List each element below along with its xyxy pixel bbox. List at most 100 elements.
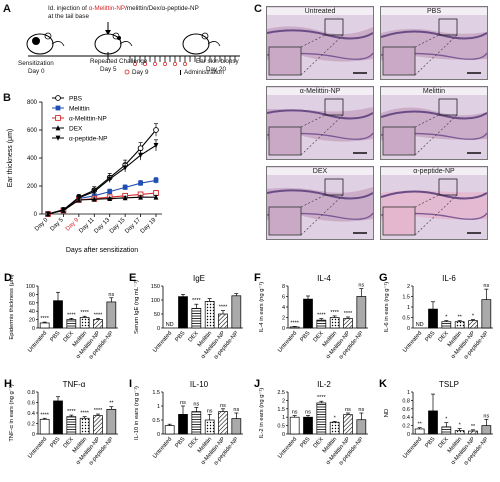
tissue-image <box>267 87 373 159</box>
administration-marker <box>133 62 137 66</box>
category-label: Untreated <box>152 330 173 353</box>
x-tick-label: Day 13 <box>93 217 111 235</box>
administration-marker <box>183 62 187 66</box>
significance-label: * <box>445 417 448 423</box>
y-tick-label: 60 <box>29 301 35 307</box>
y-axis-label: IL-6 in ears (ng g⁻¹) <box>384 282 390 333</box>
bar <box>53 400 63 435</box>
y-tick-label: 600 <box>27 128 38 134</box>
y-tick-label: 0.5 <box>277 424 285 430</box>
y-tick-label: 1.5 <box>152 390 160 396</box>
data-point <box>76 195 82 201</box>
bar <box>356 296 367 329</box>
administration-marker <box>163 62 167 66</box>
legend-entry: α-peptide-NP <box>52 136 107 143</box>
day0-label: Day 0 <box>28 68 45 75</box>
panel-label: G <box>379 272 388 284</box>
significance-label: **** <box>94 312 103 318</box>
y-tick-label: 8 <box>282 284 285 290</box>
legend-entry: PBS <box>52 95 83 103</box>
y-tick-label: 2 <box>282 398 285 404</box>
y-tick-label: 80 <box>29 292 35 298</box>
administration-marker <box>153 62 157 66</box>
y-tick-label: 1 <box>282 415 285 421</box>
data-point <box>107 189 113 194</box>
data-point <box>55 115 61 121</box>
x-tick-label: Day 0 <box>34 217 50 233</box>
legend-entry: DEX <box>52 125 83 133</box>
legend-entry: Melittin <box>52 106 90 113</box>
significance-label: **** <box>192 298 201 304</box>
bar <box>468 430 478 435</box>
bar <box>79 317 90 329</box>
bar <box>53 300 63 329</box>
bar <box>454 430 465 435</box>
panel-label: J <box>254 378 260 390</box>
bar <box>178 296 188 329</box>
legend-label: PBS <box>69 96 83 103</box>
bar <box>218 313 228 329</box>
significance-label: ** <box>471 424 476 430</box>
panel-label: E <box>129 272 136 284</box>
data-point <box>91 196 97 202</box>
category-label: Untreated <box>277 330 298 353</box>
bar <box>39 418 50 435</box>
bar <box>231 295 242 329</box>
significance-label: ns <box>292 410 298 416</box>
significance-label: **** <box>219 305 228 311</box>
y-tick-label: 2.5 <box>277 390 285 396</box>
biopsy-label: Ear skin biopsy <box>196 58 239 65</box>
category-label: PBS <box>174 436 186 449</box>
bar <box>93 415 103 435</box>
series-line <box>47 196 156 215</box>
x-tick-label: Day 19 <box>140 217 158 235</box>
data-point <box>138 194 143 200</box>
bar <box>218 411 228 435</box>
y-tick-label: 0.4 <box>27 411 35 417</box>
chart-title: IgE <box>193 274 205 283</box>
experimental-scheme: Id. injection of α-Melittin-NP/melittin/… <box>0 0 250 82</box>
nd-label: ND <box>166 322 174 328</box>
y-tick-label: 0 <box>157 432 160 438</box>
y-tick-label: 0 <box>407 432 410 438</box>
category-label: PBS <box>299 436 311 449</box>
bar-chart-j: J IL-2 0 0.5 1 1.5 2 2.5 IL-2 in ears (ng g⁻¹) ns… <box>254 378 368 467</box>
tissue-image <box>381 167 487 239</box>
y-tick-label: 0.5 <box>152 418 160 424</box>
significance-label: **** <box>330 310 339 316</box>
y-axis-label: IL-4 in ears (ng g⁻¹) <box>259 282 265 333</box>
data-point <box>107 195 113 201</box>
data-point <box>153 194 159 200</box>
panel-label: K <box>379 378 387 390</box>
x-tick-label: Day 15 <box>109 217 127 235</box>
y-axis-label: IL-10 in ears (ng g⁻¹) <box>134 386 140 440</box>
bar <box>343 414 353 435</box>
bar <box>356 419 367 435</box>
significance-label: ns <box>483 413 489 419</box>
bar-chart-g: G IL-6 0 0.5 1 1.5 2 IL-6 in ears (ng g⁻¹) ND Unt… <box>379 272 493 361</box>
chart-title: IL-4 <box>317 274 331 283</box>
bar <box>303 298 313 329</box>
y-axis-label: ND <box>384 409 390 417</box>
day9-label: Day 9 <box>132 69 149 76</box>
chart-title: IL-2 <box>317 380 331 389</box>
bar <box>289 326 300 329</box>
data-point <box>122 165 128 171</box>
bar <box>66 319 77 329</box>
y-tick-label: 0.6 <box>402 407 410 413</box>
bar-chart-d: D 0 20 40 60 80 100 Epidermis thickness (μm) ***… <box>4 272 118 361</box>
y-tick-label: 0.5 <box>402 316 410 322</box>
y-tick-label: 0.2 <box>27 422 35 428</box>
bar <box>454 321 465 329</box>
significance-label: ns <box>345 407 351 413</box>
series-3 <box>45 194 159 217</box>
y-tick-label: 2 <box>407 284 410 290</box>
category-label: Untreated <box>27 330 48 353</box>
significance-label: ** <box>458 315 463 321</box>
bar <box>428 308 438 329</box>
bar <box>191 308 202 329</box>
y-tick-label: 1 <box>407 305 410 311</box>
tissue-image <box>381 7 487 79</box>
administration-marker <box>173 62 177 66</box>
